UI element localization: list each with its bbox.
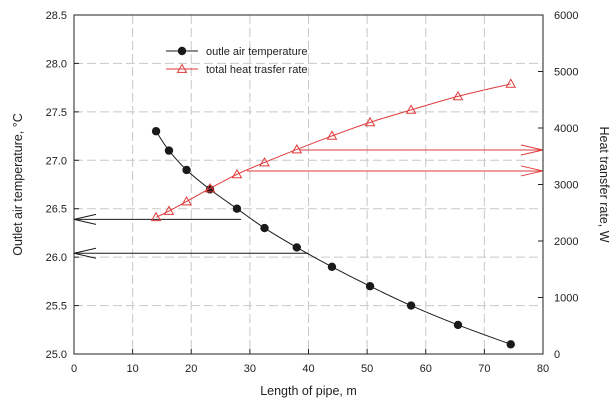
y-right-tick-label: 5000 [554, 67, 578, 79]
legend-label-temperature: outle air temperature [206, 46, 308, 58]
series-line-heat-rate [155, 83, 511, 218]
data-point-heat-rate [291, 143, 303, 154]
legend: outle air temperature total heat trasfer… [166, 46, 308, 76]
x-tick-label: 80 [537, 363, 549, 375]
data-point-heat-rate [452, 90, 464, 101]
data-point-temperature [365, 282, 375, 291]
data-point-heat-rate [326, 130, 338, 140]
legend-marker-heat-rate [176, 63, 188, 73]
data-point-temperature [327, 262, 337, 272]
y-tick-label: 25.0 [46, 349, 67, 361]
data-point-temperature [260, 223, 269, 233]
y-tick-label: 28.0 [46, 58, 67, 70]
data-point-temperature [182, 165, 191, 175]
data-point-temperature [506, 340, 515, 349]
y-right-tick-label: 6000 [554, 10, 578, 22]
x-tick-label: 70 [478, 363, 490, 375]
y-tick-label: 28.5 [46, 10, 67, 22]
series-line-temperature [155, 130, 511, 345]
x-axis-label: Length of pipe, m [260, 384, 357, 398]
y-right-tick-label: 2000 [554, 236, 578, 248]
axis-ticks: 0 10 20 30 40 50 60 70 80 25.0 25.5 26.0 26.5 27.0 27.… [46, 10, 579, 375]
y-tick-label: 27.0 [46, 155, 67, 167]
x-tick-label: 0 [71, 363, 77, 375]
x-tick-label: 60 [420, 363, 432, 375]
y-tick-label: 25.5 [46, 301, 67, 313]
y-axis-label-right: Heat transfer rate, W [597, 126, 611, 242]
legend-marker-temperature [177, 46, 187, 56]
x-tick-label: 10 [127, 363, 139, 375]
y-right-tick-label: 3000 [554, 180, 578, 192]
data-point-heat-rate [364, 116, 376, 127]
x-tick-label: 40 [302, 363, 314, 375]
data-point-temperature [164, 146, 174, 155]
y-tick-label: 27.5 [46, 107, 67, 119]
data-point-heat-rate [505, 78, 517, 88]
data-point-temperature [406, 301, 416, 310]
data-point-temperature [151, 127, 161, 136]
data-point-temperature [232, 204, 242, 213]
data-point-heat-rate [150, 211, 162, 222]
data-point-heat-rate [405, 104, 417, 114]
data-point-heat-rate [259, 156, 270, 167]
data-point-heat-rate [181, 195, 192, 206]
gridlines [74, 15, 543, 354]
y-tick-label: 26.0 [46, 252, 67, 264]
data-point-heat-rate [204, 182, 216, 193]
legend-label-heat-rate: total heat trasfer rate [206, 64, 308, 76]
x-tick-label: 20 [185, 363, 197, 375]
data-point-temperature [453, 320, 463, 330]
x-tick-label: 30 [244, 363, 256, 375]
data-series [150, 78, 517, 349]
arrow-annotations [73, 144, 544, 259]
y-right-tick-label: 4000 [554, 123, 578, 135]
data-point-temperature [292, 243, 301, 252]
y-right-tick-label: 0 [554, 349, 560, 361]
y-tick-label: 26.5 [46, 204, 67, 216]
y-axis-label: Outlet air temperature, °C [11, 113, 25, 256]
data-point-heat-rate [163, 205, 175, 215]
data-point-heat-rate [231, 168, 243, 179]
x-tick-label: 50 [361, 363, 373, 375]
y-right-tick-label: 1000 [554, 293, 578, 305]
